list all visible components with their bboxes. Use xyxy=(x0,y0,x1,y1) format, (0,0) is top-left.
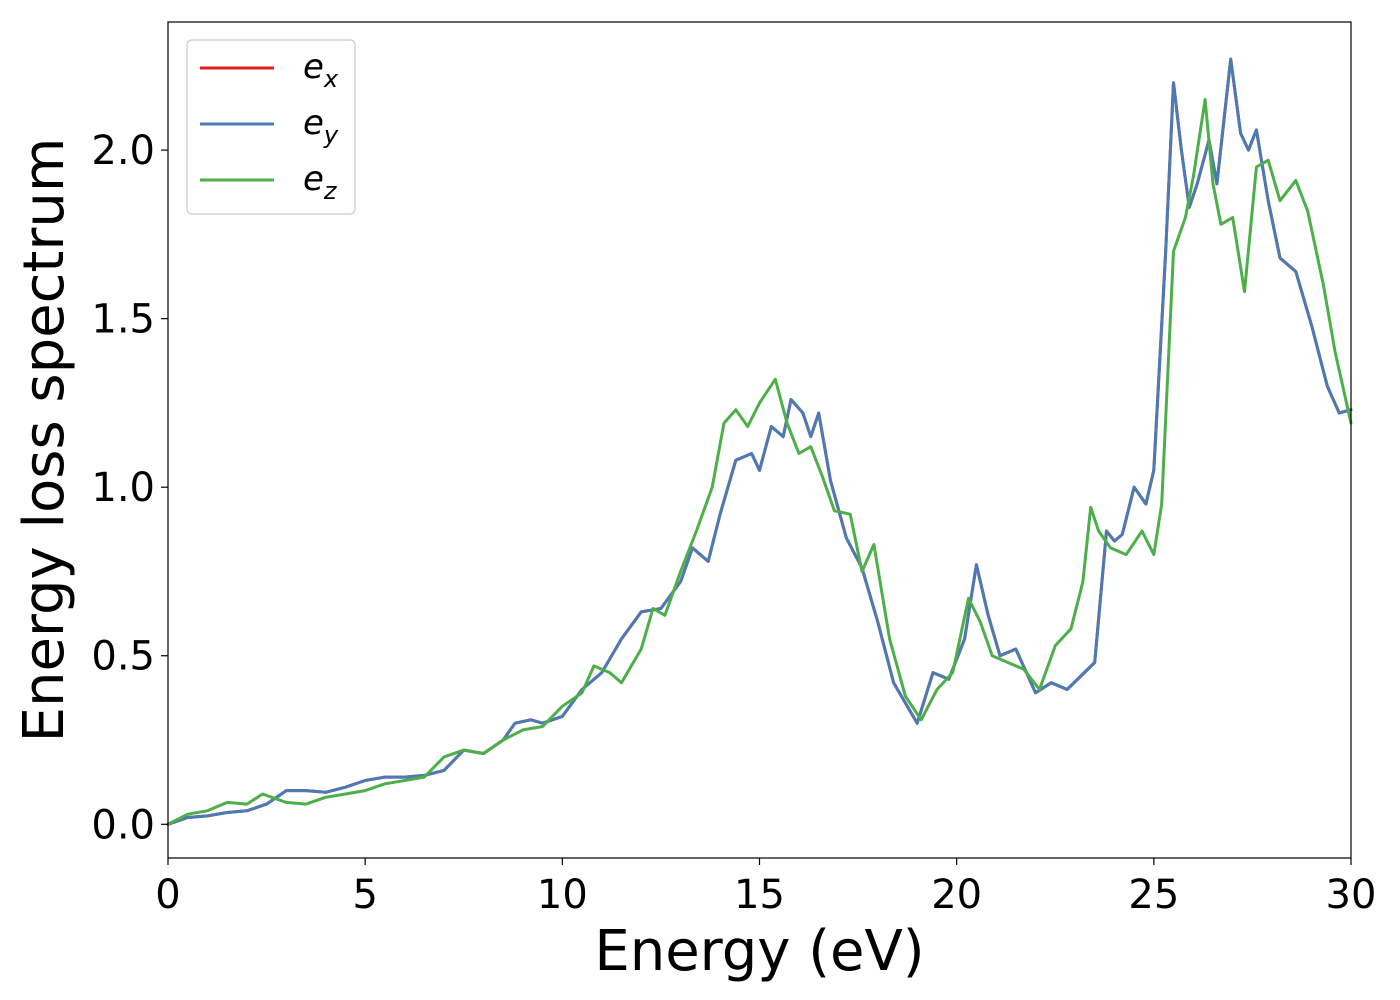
y-tick-label: 2.0 xyxy=(91,128,155,174)
legend: ex ey ez xyxy=(186,39,356,215)
x-tick-label: 0 xyxy=(155,872,180,918)
x-axis-label: Energy (eV) xyxy=(594,919,924,984)
x-tick-label: 30 xyxy=(1326,872,1377,918)
x-tick-label: 15 xyxy=(734,872,785,918)
x-tick-label: 5 xyxy=(352,872,377,918)
y-tick-label: 1.5 xyxy=(91,297,155,343)
x-tick-label: 25 xyxy=(1128,872,1179,918)
x-tick-label: 20 xyxy=(931,872,982,918)
legend-label-e-x: ex xyxy=(303,47,339,93)
y-tick-label: 1.0 xyxy=(91,465,155,511)
legend-frame xyxy=(186,39,356,215)
legend-items: ex ey ez xyxy=(200,47,339,205)
x-ticks: 0 5 10 15 20 25 30 xyxy=(155,858,1376,918)
series-line-e-y xyxy=(166,57,1353,826)
x-tick-label: 10 xyxy=(537,872,588,918)
y-axis-label: Energy loss spectrum xyxy=(12,138,77,743)
y-tick-label: 0.5 xyxy=(91,634,155,680)
series-line-e-z xyxy=(166,98,1353,826)
y-tick-label: 0.0 xyxy=(91,802,155,848)
legend-label-e-z: ez xyxy=(303,159,338,205)
series-layer xyxy=(166,57,1353,826)
y-ticks: 0.0 0.5 1.0 1.5 2.0 xyxy=(91,128,168,848)
legend-label-e-y: ey xyxy=(303,103,339,149)
plot-background xyxy=(168,22,1351,858)
